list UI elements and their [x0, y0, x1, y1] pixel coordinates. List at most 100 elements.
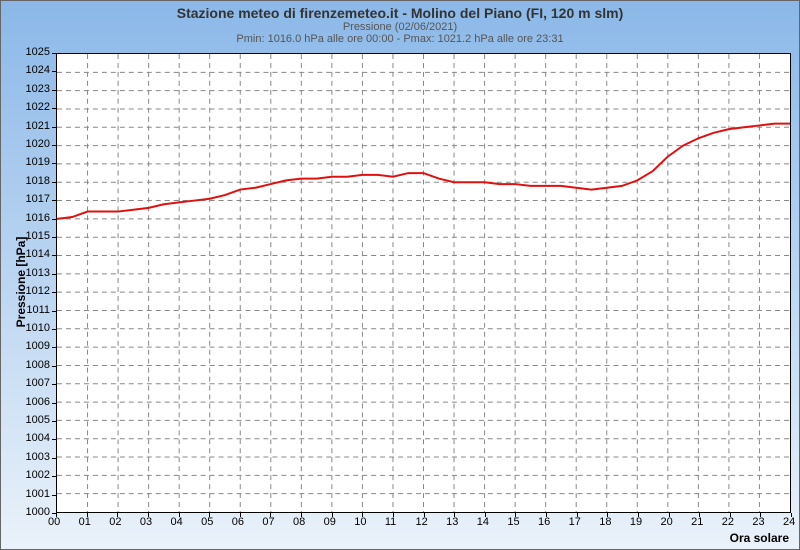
x-tick-label: 18	[599, 516, 611, 528]
y-tick-label: 1006	[26, 396, 50, 408]
x-tick	[209, 513, 210, 517]
y-tick-label: 1019	[26, 156, 50, 168]
x-tick-label: 05	[201, 516, 213, 528]
y-tick	[52, 292, 56, 293]
plot-area	[56, 53, 791, 513]
y-tick	[52, 90, 56, 91]
x-tick	[87, 513, 88, 517]
x-tick-label: 03	[140, 516, 152, 528]
x-tick-label: 02	[109, 516, 121, 528]
x-tick-label: 12	[416, 516, 428, 528]
y-tick-label: 1000	[26, 506, 50, 518]
x-tick	[454, 513, 455, 517]
chart-title: Stazione meteo di firenzemeteo.it - Moli…	[1, 1, 799, 21]
y-tick	[52, 182, 56, 183]
x-tick	[270, 513, 271, 517]
y-tick	[52, 53, 56, 54]
y-tick	[52, 237, 56, 238]
y-tick	[52, 421, 56, 422]
y-tick-label: 1022	[26, 101, 50, 113]
x-tick-label: 19	[630, 516, 642, 528]
x-tick	[393, 513, 394, 517]
x-tick-label: 17	[569, 516, 581, 528]
y-tick	[52, 347, 56, 348]
x-tick	[607, 513, 608, 517]
x-tick	[791, 513, 792, 517]
chart-container: Stazione meteo di firenzemeteo.it - Moli…	[0, 0, 800, 550]
y-tick-label: 1013	[26, 267, 50, 279]
y-tick-label: 1023	[26, 83, 50, 95]
x-tick	[669, 513, 670, 517]
x-tick	[699, 513, 700, 517]
y-tick	[52, 127, 56, 128]
y-tick-label: 1015	[26, 230, 50, 242]
y-tick	[52, 384, 56, 385]
y-tick-label: 1010	[26, 322, 50, 334]
y-tick-label: 1017	[26, 193, 50, 205]
x-tick-label: 04	[171, 516, 183, 528]
y-tick-label: 1020	[26, 138, 50, 150]
x-tick-label: 13	[446, 516, 458, 528]
x-tick-label: 21	[691, 516, 703, 528]
y-tick	[52, 200, 56, 201]
x-tick	[362, 513, 363, 517]
x-tick	[301, 513, 302, 517]
y-tick-label: 1002	[26, 469, 50, 481]
x-tick-label: 14	[477, 516, 489, 528]
x-tick	[424, 513, 425, 517]
x-tick	[179, 513, 180, 517]
y-tick	[52, 476, 56, 477]
chart-subtext: Pmin: 1016.0 hPa alle ore 00:00 - Pmax: …	[1, 33, 799, 45]
y-tick-label: 1012	[26, 285, 50, 297]
y-tick-label: 1004	[26, 432, 50, 444]
x-tick	[148, 513, 149, 517]
y-tick-label: 1005	[26, 414, 50, 426]
y-tick	[52, 366, 56, 367]
y-tick	[52, 219, 56, 220]
y-tick	[52, 274, 56, 275]
y-tick-label: 1016	[26, 212, 50, 224]
x-tick	[577, 513, 578, 517]
x-tick-label: 07	[262, 516, 274, 528]
x-tick	[332, 513, 333, 517]
x-tick-label: 00	[48, 516, 60, 528]
y-tick-label: 1021	[26, 120, 50, 132]
chart-grid	[57, 54, 790, 512]
y-tick-label: 1008	[26, 359, 50, 371]
y-tick-label: 1007	[26, 377, 50, 389]
y-tick	[52, 108, 56, 109]
x-tick-label: 11	[385, 516, 396, 528]
y-tick	[52, 311, 56, 312]
x-tick-label: 20	[661, 516, 673, 528]
x-tick-label: 24	[783, 516, 795, 528]
y-tick-label: 1014	[26, 248, 50, 260]
y-tick	[52, 145, 56, 146]
y-tick-label: 1024	[26, 64, 50, 76]
y-tick-label: 1018	[26, 175, 50, 187]
x-tick	[730, 513, 731, 517]
y-tick	[52, 439, 56, 440]
y-tick-label: 1003	[26, 451, 50, 463]
y-tick	[52, 329, 56, 330]
y-tick-label: 1011	[26, 304, 50, 316]
x-tick-label: 23	[752, 516, 764, 528]
x-tick	[638, 513, 639, 517]
y-tick	[52, 458, 56, 459]
x-tick-label: 01	[79, 516, 91, 528]
y-tick	[52, 495, 56, 496]
y-tick-label: 1025	[26, 46, 50, 58]
chart-subtitle: Pressione (02/06/2021)	[1, 21, 799, 33]
y-tick	[52, 71, 56, 72]
x-tick-label: 22	[722, 516, 734, 528]
x-tick-label: 06	[232, 516, 244, 528]
y-axis-title: Pressione [hPa]	[14, 232, 28, 332]
x-tick-label: 09	[324, 516, 336, 528]
y-tick	[52, 163, 56, 164]
x-tick	[546, 513, 547, 517]
x-tick	[240, 513, 241, 517]
x-tick	[515, 513, 516, 517]
x-tick	[760, 513, 761, 517]
y-tick	[52, 255, 56, 256]
x-tick	[485, 513, 486, 517]
y-tick-label: 1009	[26, 340, 50, 352]
